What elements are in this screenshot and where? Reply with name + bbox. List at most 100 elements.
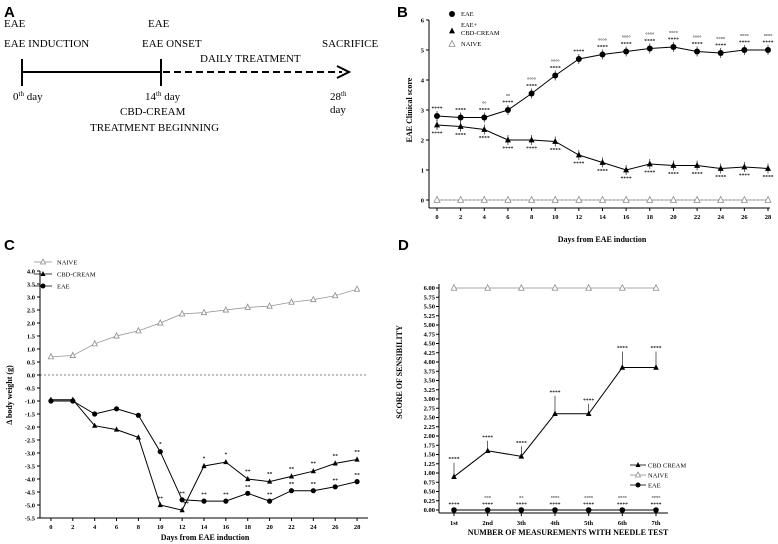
y-tick-label: 3.00 bbox=[424, 396, 435, 403]
eae-induction-label: EAE INDUCTION bbox=[4, 38, 89, 50]
x-tick-label: 4 bbox=[93, 524, 97, 531]
y-tick-label: 2.50 bbox=[424, 415, 435, 422]
data-point-open-triangle bbox=[575, 195, 583, 203]
data-point-triangle bbox=[717, 165, 724, 171]
data-point-circle bbox=[653, 507, 659, 513]
data-point-triangle bbox=[288, 473, 295, 479]
y-axis-title: SCORE OF SENSIBILITY bbox=[395, 325, 404, 419]
y-tick-label: -2.0 bbox=[25, 424, 35, 431]
data-point-open-triangle bbox=[178, 309, 186, 317]
data-point-circle bbox=[70, 398, 76, 404]
significance-label: **** bbox=[644, 170, 655, 176]
day28-label: 28th bbox=[330, 90, 347, 103]
significance-label: **** bbox=[668, 172, 679, 178]
x-tick-label: 6 bbox=[506, 214, 510, 221]
y-tick-label: 1.5 bbox=[27, 333, 36, 340]
data-point-circle bbox=[670, 44, 677, 50]
data-point-triangle bbox=[653, 364, 659, 370]
x-tick-label: 7th bbox=[651, 520, 660, 527]
x-tick-label: 12 bbox=[179, 524, 186, 531]
significance-label: °°°° bbox=[618, 495, 627, 502]
data-point-circle bbox=[201, 498, 207, 504]
panel-label-a: A bbox=[4, 4, 15, 21]
significance-label: **** bbox=[692, 42, 703, 48]
data-point-circle bbox=[599, 51, 606, 58]
significance-label: **** bbox=[502, 146, 513, 152]
significance-label: **** bbox=[621, 176, 632, 182]
eae-onset-label: EAE ONSET bbox=[142, 38, 202, 50]
data-point-circle bbox=[451, 507, 457, 513]
data-point-triangle bbox=[670, 162, 677, 168]
legend-marker bbox=[634, 471, 642, 478]
panel-label-b: B bbox=[397, 4, 408, 21]
data-point-triangle bbox=[552, 410, 558, 417]
y-tick-label: 5.50 bbox=[424, 304, 435, 311]
chart-sensibility: 0.00 0.25 0.50 0.75 1.00 1.25 1.50 1.75 2.00 2.25… bbox=[395, 283, 686, 537]
data-point-triangle bbox=[457, 123, 464, 129]
x-tick-label: 14 bbox=[599, 214, 606, 221]
y-tick-label: 0.0 bbox=[27, 372, 35, 379]
y-tick-label: 3.25 bbox=[424, 387, 436, 394]
y-tick-label: 3.5 bbox=[27, 281, 36, 288]
y-tick-label: 6 bbox=[421, 18, 425, 25]
y-tick-label: 5 bbox=[421, 48, 425, 55]
sacrifice-label: SACRIFICE bbox=[322, 38, 379, 50]
data-point-circle bbox=[157, 449, 163, 455]
significance-label: °°°° bbox=[622, 35, 631, 42]
significance-label: * bbox=[159, 442, 162, 448]
x-tick-label: 6th bbox=[618, 520, 627, 527]
data-point-open-triangle bbox=[618, 283, 626, 291]
data-point-open-triangle bbox=[669, 195, 678, 203]
significance-label: °°°° bbox=[551, 59, 560, 66]
y-tick-label: -1.0 bbox=[25, 398, 35, 405]
y-tick-label: 4.25 bbox=[424, 350, 436, 357]
significance-label: **** bbox=[583, 398, 594, 404]
data-point-circle bbox=[552, 72, 559, 79]
data-point-open-triangle bbox=[527, 195, 536, 203]
data-point-circle bbox=[354, 479, 360, 485]
significance-label: **** bbox=[550, 148, 561, 154]
y-tick-label: 1.0 bbox=[27, 346, 35, 353]
x-tick-label: 22 bbox=[694, 214, 701, 221]
y-tick-label: 2 bbox=[421, 138, 424, 145]
significance-label: **** bbox=[617, 502, 628, 508]
data-point-triangle bbox=[92, 422, 98, 428]
significance-label: °°°° bbox=[764, 33, 773, 40]
y-tick-label: 4.75 bbox=[424, 331, 436, 338]
significance-label: **** bbox=[550, 66, 561, 72]
data-point-circle bbox=[528, 90, 535, 97]
data-point-triangle bbox=[518, 453, 525, 459]
x-tick-label: 14 bbox=[201, 524, 208, 531]
data-point-triangle bbox=[245, 475, 251, 482]
significance-label: **** bbox=[449, 502, 460, 508]
data-point-triangle bbox=[646, 160, 653, 167]
significance-label: ** bbox=[311, 482, 317, 488]
y-tick-label: -4.0 bbox=[25, 476, 35, 483]
y-tick-label: 0.00 bbox=[424, 507, 435, 514]
significance-label: °°° bbox=[484, 495, 491, 502]
significance-label: ** bbox=[354, 473, 360, 479]
data-point-triangle bbox=[267, 478, 273, 484]
data-point-open-triangle bbox=[69, 351, 77, 358]
legend-cbd-line2: CBD-CREAM bbox=[461, 30, 500, 37]
x-tick-label: 4th bbox=[550, 520, 559, 527]
y-tick-label: -4.5 bbox=[25, 489, 36, 496]
data-point-circle bbox=[113, 406, 120, 412]
significance-label: **** bbox=[455, 108, 466, 114]
significance-label: **** bbox=[763, 40, 774, 46]
significance-label: °° bbox=[506, 93, 510, 100]
x-tick-label: 10 bbox=[157, 524, 164, 531]
data-point-open-triangle bbox=[456, 195, 465, 203]
y-tick-label: 4 bbox=[421, 78, 425, 85]
data-point-open-triangle bbox=[433, 195, 441, 203]
data-point-open-triangle bbox=[693, 195, 701, 203]
data-point-triangle bbox=[332, 460, 338, 466]
data-point-triangle bbox=[619, 364, 626, 370]
significance-label: °°°° bbox=[669, 30, 678, 37]
data-point-circle bbox=[694, 48, 701, 55]
data-point-triangle bbox=[223, 459, 229, 465]
significance-label: **** bbox=[432, 131, 443, 137]
data-point-open-triangle bbox=[551, 283, 559, 291]
significance-label: ** bbox=[267, 472, 273, 478]
significance-label: **** bbox=[644, 39, 655, 45]
